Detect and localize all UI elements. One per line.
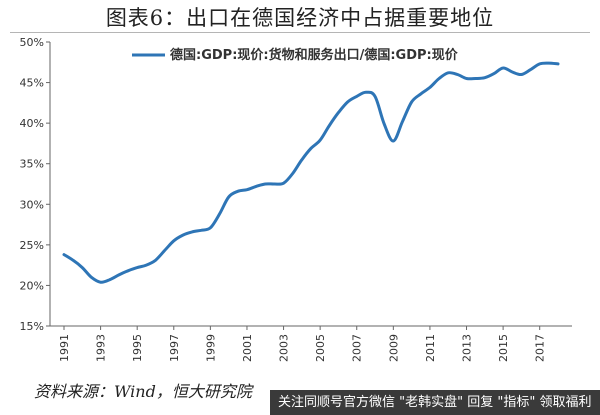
x-tick-label: 2009 — [387, 334, 400, 362]
x-tick-label: 2011 — [424, 334, 437, 362]
title-divider — [10, 32, 590, 33]
line-chart: 15% 20% 25% 30% 35% 40% 45% 50% 1991 1993 1995 1997… — [20, 36, 572, 362]
x-tick-label: 1995 — [131, 334, 144, 362]
x-tick-label: 2015 — [497, 334, 510, 362]
x-tick-label: 1991 — [58, 334, 71, 362]
y-tick-label: 35% — [20, 158, 44, 171]
y-tick-label: 50% — [20, 36, 44, 49]
source-note: 资料来源：Wind，恒大研究院 — [34, 382, 252, 401]
axes: 15% 20% 25% 30% 35% 40% 45% 50% 1991 1993 1995 1997… — [20, 36, 572, 362]
y-tick-label: 30% — [20, 198, 44, 211]
x-tick-label: 2003 — [278, 334, 291, 362]
series-lines — [62, 61, 560, 284]
y-tick-label: 25% — [20, 239, 44, 252]
y-tick-label: 40% — [20, 117, 44, 130]
x-tick-label: 2017 — [534, 334, 547, 362]
x-tick-label: 2001 — [241, 334, 254, 362]
x-tick-label: 2005 — [314, 334, 327, 362]
legend: 德国:GDP:现价:货物和服务出口/德国:GDP:现价 — [132, 47, 459, 63]
series-line — [62, 61, 560, 284]
footer-banner: 关注同顺号官方微信 "老韩实盘" 回复 "指标" 领取福利 — [270, 390, 600, 415]
y-tick-label: 45% — [20, 77, 44, 90]
y-tick-label: 20% — [20, 279, 44, 292]
x-tick-label: 1999 — [204, 334, 217, 362]
x-tick-label: 1997 — [168, 334, 181, 362]
x-tick-label: 2007 — [351, 334, 364, 362]
chart-title: 图表6：出口在德国经济中占据重要地位 — [105, 6, 495, 30]
legend-label: 德国:GDP:现价:货物和服务出口/德国:GDP:现价 — [170, 47, 459, 63]
x-tick-label: 2013 — [461, 334, 474, 362]
x-tick-label: 1993 — [95, 334, 108, 362]
y-tick-label: 15% — [20, 320, 44, 333]
